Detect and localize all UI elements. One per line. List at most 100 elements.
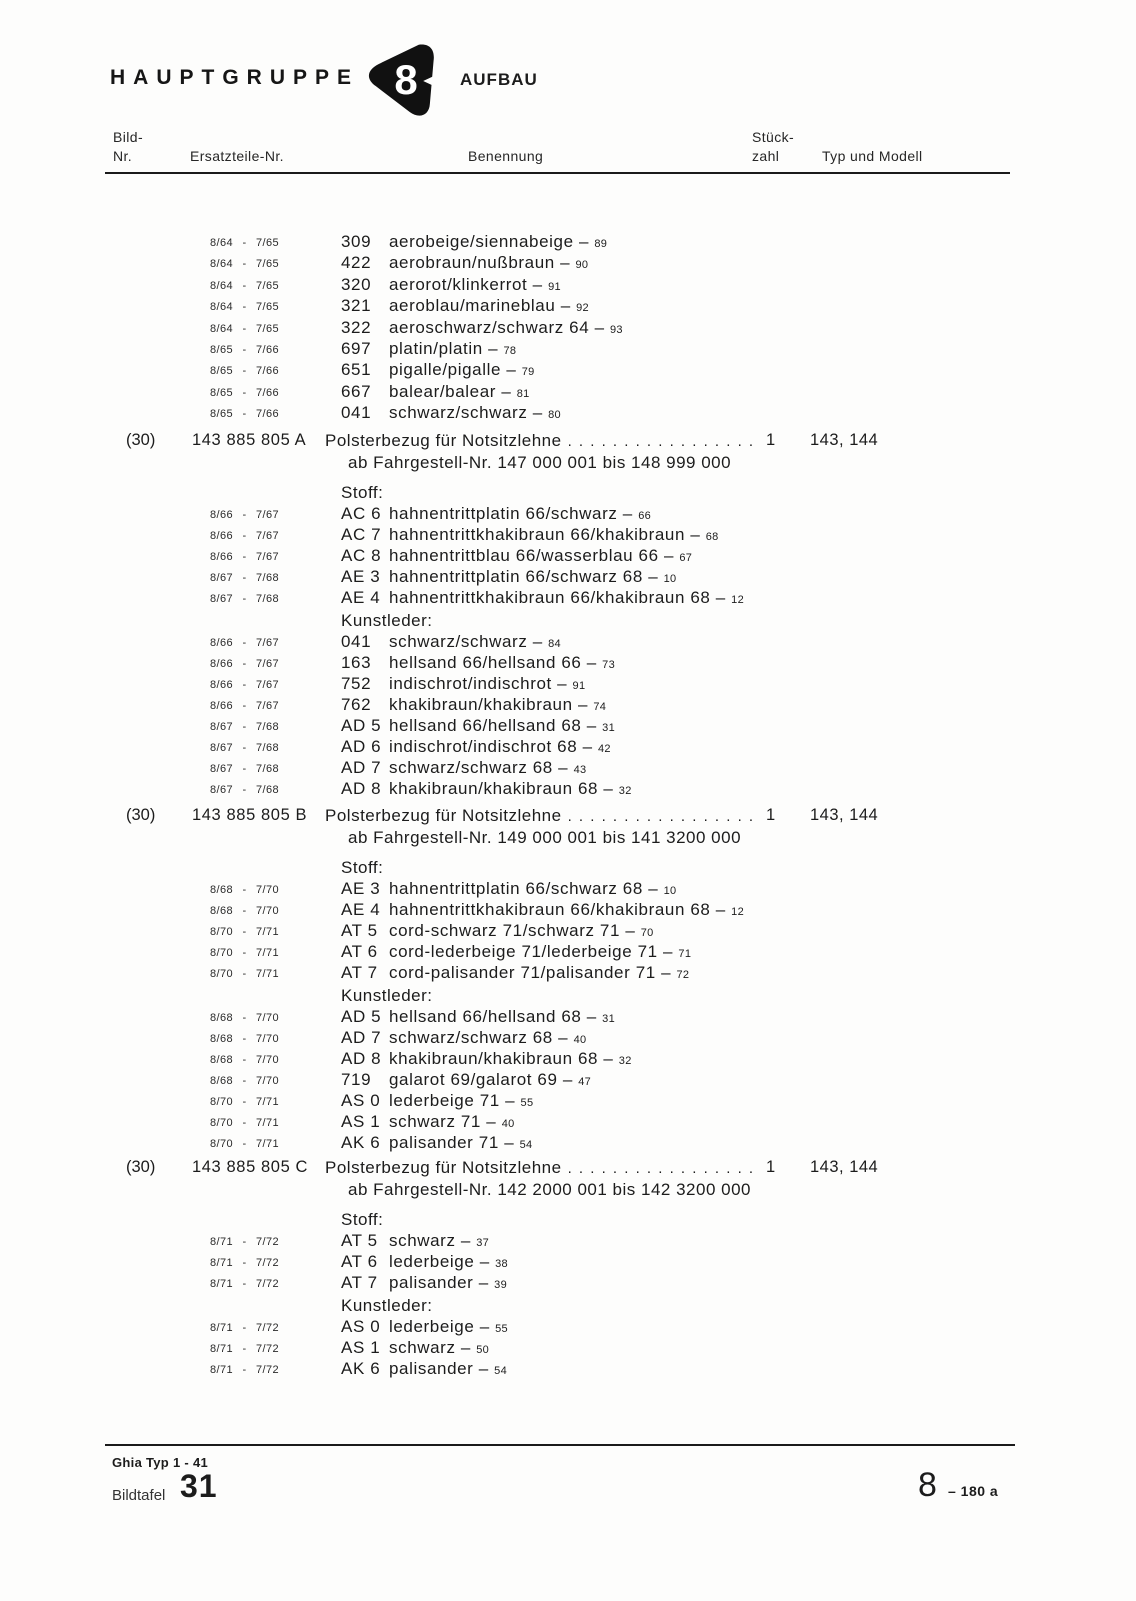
date-range: 8/65 - 7/66 [210,365,279,378]
color-name: aerobeige/siennabeige – 89 [389,232,608,251]
part-header-row: (30) 143 885 805 C Polsterbezug für Notsit… [0,1158,1136,1180]
date-range: 8/64 - 7/65 [210,237,279,249]
color-ref-number: 43 [573,764,587,776]
color-code: AE 3 [341,567,381,586]
color-ref-number: 40 [573,1034,587,1046]
color-row: 8/67 - 7/68 AD 8 khakibraun/khakibraun 68 … [0,779,1136,800]
color-code: AT 7 [341,1273,378,1292]
footer-model-line: Ghia Typ 1 - 41 [112,1455,209,1470]
color-name: hahnentrittplatin 66/schwarz 68 – 10 [389,567,677,586]
color-code: AT 6 [341,942,378,961]
color-name: khakibraun/khakibraun – 74 [389,695,607,714]
date-range: 8/68 - 7/70 [210,1054,279,1066]
color-code: AD 5 [341,1007,382,1026]
color-row: 8/65 - 7/66 041 schwarz/schwarz – 80 [0,403,1136,424]
color-ref-number: 31 [602,1013,615,1025]
color-row: 8/66 - 7/67 752 indischrot/indischrot – 91 [0,674,1136,695]
typ-und-modell: 143, 144 [810,1158,879,1176]
color-row: 8/66 - 7/67 163 hellsand 66/hellsand 66 – … [0,653,1136,674]
footer-rule [105,1444,1015,1446]
color-code: 041 [341,632,372,651]
date-range: 8/71 - 7/72 [210,1278,279,1290]
typ-und-modell: 143, 144 [810,806,879,824]
date-range: 8/66 - 7/67 [210,530,279,542]
color-row: 8/64 - 7/65 321 aeroblau/marineblau – 92 [0,296,1136,317]
column-header-stueck-line2: zahl [752,148,780,164]
quantity: 1 [766,431,776,449]
date-range: 8/70 - 7/71 [210,1096,279,1108]
part-number: 143 885 805 B [192,806,308,824]
color-ref-number: 70 [640,927,654,939]
date-range: 8/67 - 7/68 [210,742,279,754]
color-code: AC 6 [341,504,382,523]
color-ref-number: 55 [495,1323,508,1335]
color-row: 8/66 - 7/67 041 schwarz/schwarz – 84 [0,632,1136,653]
color-row: 8/66 - 7/67 AC 8 hahnentrittblau 66/wasser… [0,546,1136,567]
color-code: 752 [341,674,372,693]
color-name: cord-palisander 71/palisander 71 – 72 [389,963,690,982]
column-header-bild-line2: Nr. [113,148,133,164]
page-title: HAUPTGRUPPE [110,66,360,89]
column-header-typ-und-modell: Typ und Modell [822,148,923,164]
color-ref-number: 31 [602,722,615,734]
color-row: 8/66 - 7/67 AC 6 hahnentrittplatin 66/schw… [0,504,1136,525]
date-range: 8/66 - 7/67 [210,658,279,670]
color-code: AS 1 [341,1338,381,1357]
color-ref-number: 12 [731,594,744,606]
color-name: hahnentrittplatin 66/schwarz 68 – 10 [389,879,677,898]
material-section-label-text: Stoff: [341,1210,384,1229]
part-name: Polsterbezug für Notsitzlehne. . . . . .… [325,806,755,825]
color-ref-number: 55 [520,1097,534,1109]
color-list-top: 8/64 - 7/65 309 aerobeige/siennabeige – 89… [0,232,1136,425]
chassis-number-range: ab Fahrgestell-Nr. 149 000 001 bis 141 3… [0,828,1136,850]
color-row: 8/67 - 7/68 AE 3 hahnentrittplatin 66/schw… [0,567,1136,588]
color-name: cord-lederbeige 71/lederbeige 71 – 71 [389,942,692,961]
color-ref-number: 67 [679,552,693,564]
material-section-label: Kunstleder: [0,611,1136,632]
date-range: 8/70 - 7/71 [210,947,279,959]
color-row: 8/65 - 7/66 667 balear/balear – 81 [0,382,1136,403]
color-name: schwarz/schwarz – 84 [389,632,561,651]
date-range: 8/64 - 7/65 [210,322,279,335]
color-name: lederbeige – 38 [389,1252,508,1271]
color-row: 8/70 - 7/71 AK 6 palisander 71 – 54 [0,1133,1136,1154]
color-code: 320 [341,274,372,294]
color-name: balear/balear – 81 [389,381,530,401]
color-ref-number: 80 [548,409,561,422]
color-code: AD 8 [341,779,382,798]
color-code: 321 [341,296,372,316]
material-section-label-text: Stoff: [341,858,384,877]
material-section-label: Stoff: [0,483,1136,504]
bild-nr: (30) [126,806,156,824]
color-ref-number: 38 [495,1258,508,1270]
color-name: khakibraun/khakibraun 68 – 32 [389,1049,632,1068]
color-ref-number: 91 [548,280,561,293]
color-code: 667 [341,381,372,401]
color-name: hahnentrittkhakibraun 66/khakibraun – 68 [389,525,719,544]
color-row: 8/70 - 7/71 AS 0 lederbeige 71 – 55 [0,1091,1136,1112]
color-row: 8/67 - 7/68 AD 5 hellsand 66/hellsand 68 –… [0,716,1136,737]
color-ref-number: 72 [676,969,690,981]
color-ref-number: 92 [576,302,589,315]
color-name: hahnentrittplatin 66/schwarz – 66 [389,504,652,523]
color-row: 8/67 - 7/68 AD 6 indischrot/indischrot 68 … [0,737,1136,758]
material-section-label-text: Kunstleder: [341,1296,433,1315]
color-row: 8/68 - 7/70 AE 4 hahnentrittkhakibraun 66/… [0,900,1136,921]
color-name: palisander – 39 [389,1273,507,1292]
color-ref-number: 66 [638,510,652,522]
color-name: hellsand 66/hellsand 66 – 73 [389,653,615,672]
color-code: AK 6 [341,1359,381,1378]
color-row: 8/68 - 7/70 719 galarot 69/galarot 69 – 47 [0,1070,1136,1091]
color-ref-number: 71 [678,948,692,960]
color-code: AT 5 [341,921,378,940]
color-row: 8/68 - 7/70 AD 8 khakibraun/khakibraun 68 … [0,1049,1136,1070]
color-code: 422 [341,253,372,273]
color-code: AD 8 [341,1049,382,1068]
date-range: 8/68 - 7/70 [210,1075,279,1087]
color-row: 8/64 - 7/65 422 aerobraun/nußbraun – 90 [0,253,1136,274]
color-code: AC 7 [341,525,382,544]
color-name: schwarz/schwarz 68 – 43 [389,758,587,777]
color-code: AE 4 [341,588,381,607]
color-name: lederbeige 71 – 55 [389,1091,534,1110]
